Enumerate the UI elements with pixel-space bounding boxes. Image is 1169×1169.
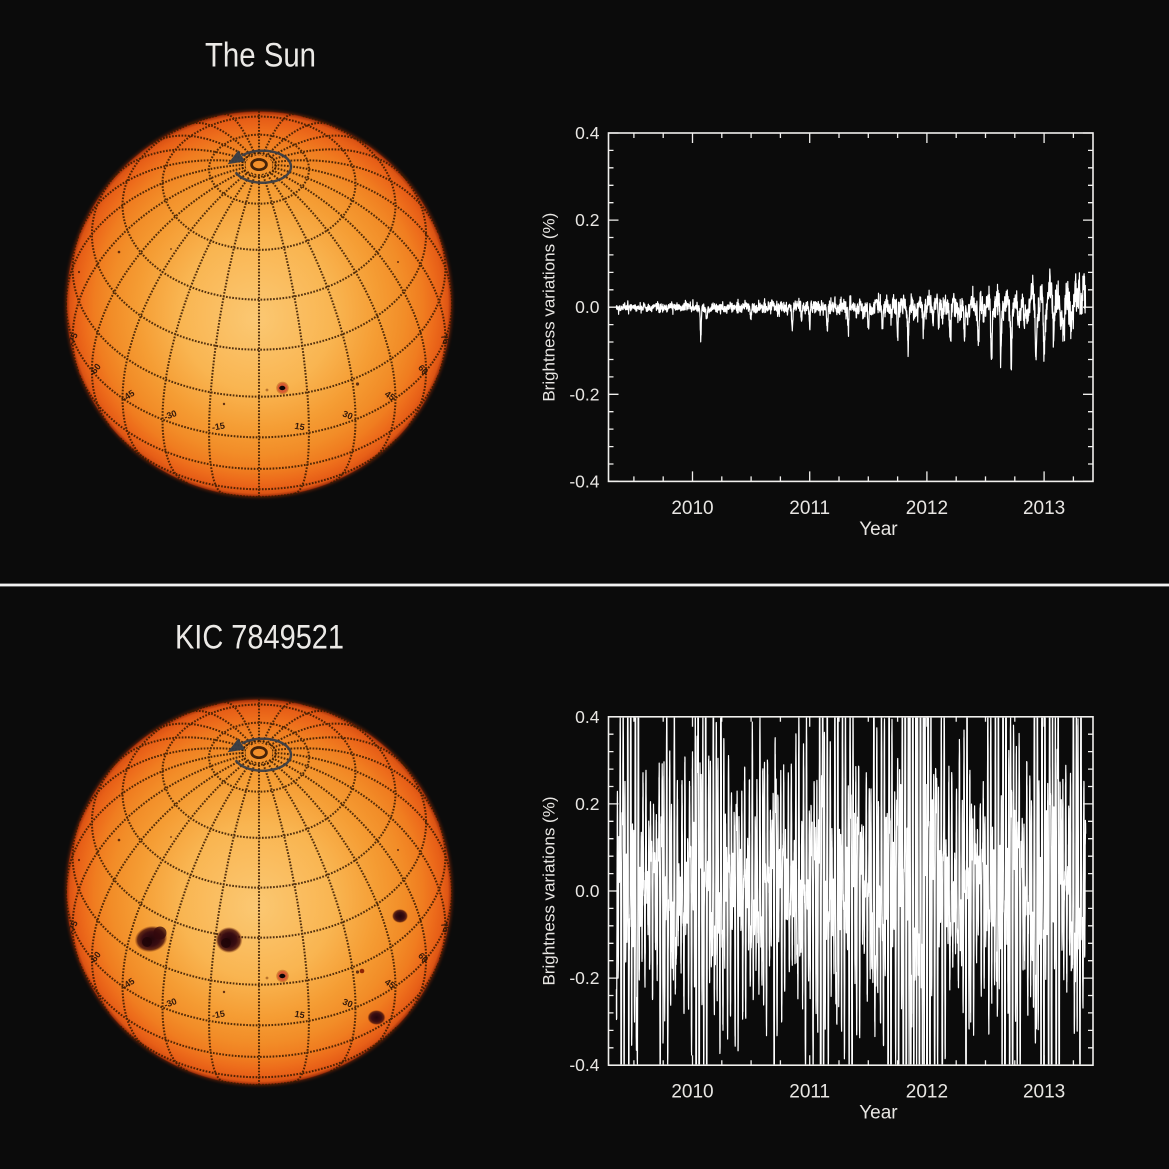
svg-text:2012: 2012 — [906, 498, 948, 519]
svg-text:KIC 7849521: KIC 7849521 — [175, 619, 344, 657]
svg-text:0.0: 0.0 — [575, 881, 600, 901]
svg-text:-0.2: -0.2 — [569, 968, 599, 988]
svg-text:-15: -15 — [211, 420, 226, 432]
svg-text:45: 45 — [383, 389, 397, 403]
svg-text:Year: Year — [859, 519, 898, 540]
svg-text:Year: Year — [859, 1103, 898, 1124]
svg-text:15: 15 — [294, 421, 306, 433]
svg-text:2010: 2010 — [671, 1082, 713, 1103]
svg-text:2011: 2011 — [789, 1082, 830, 1103]
svg-text:The Sun: The Sun — [205, 37, 316, 75]
svg-text:Brightness variations (%): Brightness variations (%) — [540, 213, 559, 402]
svg-text:0.2: 0.2 — [575, 794, 599, 814]
svg-text:2012: 2012 — [906, 1082, 948, 1103]
svg-text:-75: -75 — [66, 331, 80, 347]
svg-text:0.2: 0.2 — [575, 210, 599, 230]
svg-text:2013: 2013 — [1023, 498, 1065, 519]
svg-text:30: 30 — [341, 409, 354, 422]
svg-text:-0.4: -0.4 — [569, 471, 599, 491]
svg-text:60: 60 — [416, 363, 430, 377]
svg-text:2013: 2013 — [1023, 1082, 1065, 1103]
svg-text:0.4: 0.4 — [575, 707, 600, 727]
svg-text:Brightness variations (%): Brightness variations (%) — [540, 797, 559, 986]
svg-text:0.0: 0.0 — [575, 297, 600, 317]
svg-text:75: 75 — [439, 333, 452, 346]
svg-text:-30: -30 — [162, 408, 178, 422]
svg-text:0.4: 0.4 — [575, 123, 600, 143]
svg-text:-0.2: -0.2 — [569, 384, 599, 404]
svg-text:-0.4: -0.4 — [569, 1055, 599, 1075]
svg-text:2010: 2010 — [671, 498, 713, 519]
svg-text:2011: 2011 — [789, 498, 830, 519]
